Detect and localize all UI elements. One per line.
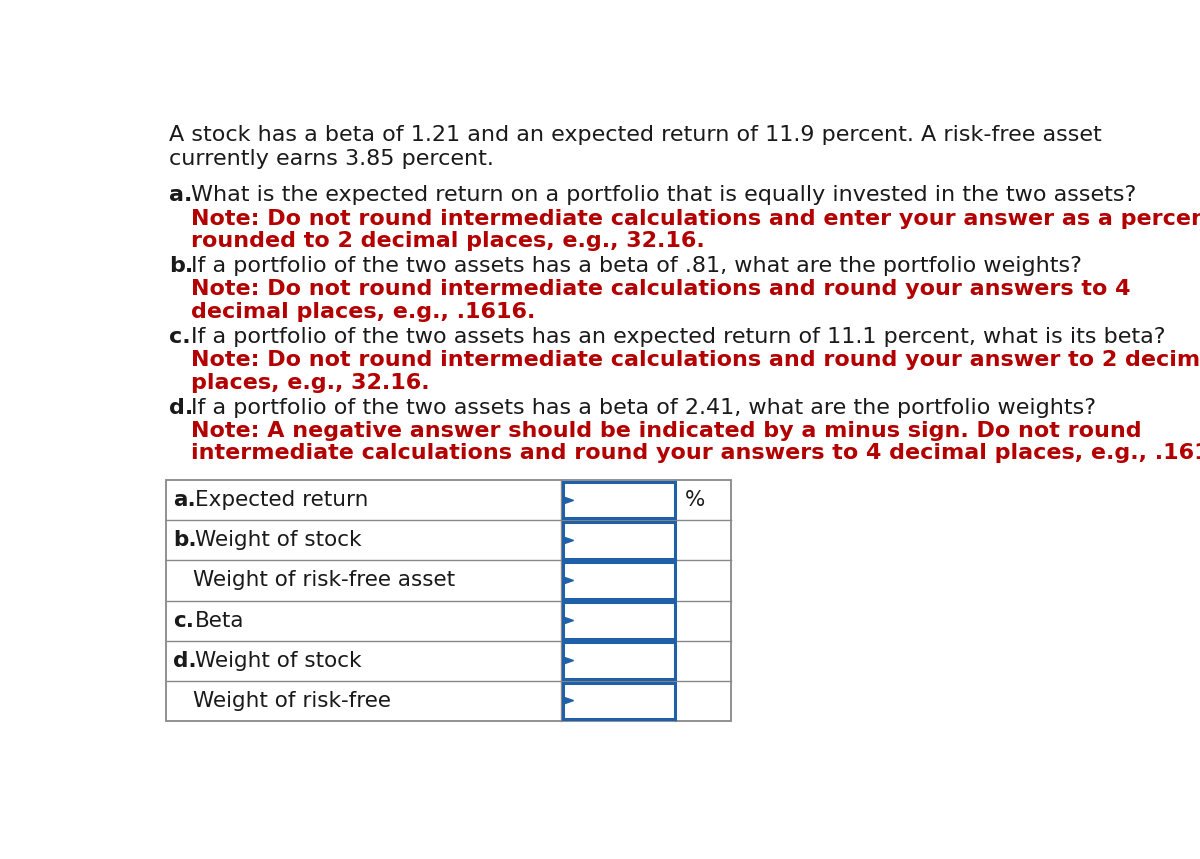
Text: Weight of stock: Weight of stock xyxy=(194,531,361,551)
Bar xyxy=(563,563,676,599)
Text: Beta: Beta xyxy=(194,611,245,631)
Polygon shape xyxy=(564,698,574,704)
Text: Weight of stock: Weight of stock xyxy=(194,650,361,671)
Text: c.: c. xyxy=(173,611,194,631)
Polygon shape xyxy=(564,497,574,504)
Text: rounded to 2 decimal places, e.g., 32.16.: rounded to 2 decimal places, e.g., 32.16… xyxy=(191,231,704,251)
Text: If a portfolio of the two assets has an expected return of 11.1 percent, what is: If a portfolio of the two assets has an … xyxy=(191,327,1165,347)
Text: c.: c. xyxy=(169,327,191,347)
Text: Note: Do not round intermediate calculations and round your answer to 2 decimal: Note: Do not round intermediate calculat… xyxy=(191,350,1200,370)
Text: Weight of risk-free asset: Weight of risk-free asset xyxy=(193,570,455,590)
Bar xyxy=(563,482,676,519)
Polygon shape xyxy=(564,617,574,624)
Text: Note: Do not round intermediate calculations and round your answers to 4: Note: Do not round intermediate calculat… xyxy=(191,279,1130,300)
Bar xyxy=(166,480,731,721)
Text: d.: d. xyxy=(169,398,193,418)
Text: b.: b. xyxy=(169,256,193,277)
Text: Weight of risk-free: Weight of risk-free xyxy=(193,691,391,710)
Text: What is the expected return on a portfolio that is equally invested in the two a: What is the expected return on a portfol… xyxy=(191,186,1136,205)
Text: Note: A negative answer should be indicated by a minus sign. Do not round: Note: A negative answer should be indica… xyxy=(191,421,1141,441)
Text: %: % xyxy=(685,490,706,510)
Text: currently earns 3.85 percent.: currently earns 3.85 percent. xyxy=(169,149,494,168)
Text: intermediate calculations and round your answers to 4 decimal places, e.g., .161: intermediate calculations and round your… xyxy=(191,443,1200,463)
Text: places, e.g., 32.16.: places, e.g., 32.16. xyxy=(191,373,430,393)
Bar xyxy=(563,522,676,558)
Text: decimal places, e.g., .1616.: decimal places, e.g., .1616. xyxy=(191,302,535,322)
Text: a.: a. xyxy=(169,186,193,205)
Text: a.: a. xyxy=(173,490,196,510)
Text: If a portfolio of the two assets has a beta of .81, what are the portfolio weigh: If a portfolio of the two assets has a b… xyxy=(191,256,1082,277)
Polygon shape xyxy=(564,657,574,664)
Text: If a portfolio of the two assets has a beta of 2.41, what are the portfolio weig: If a portfolio of the two assets has a b… xyxy=(191,398,1096,418)
Text: b.: b. xyxy=(173,531,197,551)
Text: d.: d. xyxy=(173,650,197,671)
Bar xyxy=(563,643,676,679)
Bar xyxy=(563,683,676,719)
Text: Note: Do not round intermediate calculations and enter your answer as a percent: Note: Do not round intermediate calculat… xyxy=(191,209,1200,228)
Bar xyxy=(563,602,676,638)
Polygon shape xyxy=(564,577,574,584)
Text: A stock has a beta of 1.21 and an expected return of 11.9 percent. A risk-free a: A stock has a beta of 1.21 and an expect… xyxy=(169,125,1102,145)
Text: Expected return: Expected return xyxy=(194,490,368,510)
Polygon shape xyxy=(564,537,574,544)
